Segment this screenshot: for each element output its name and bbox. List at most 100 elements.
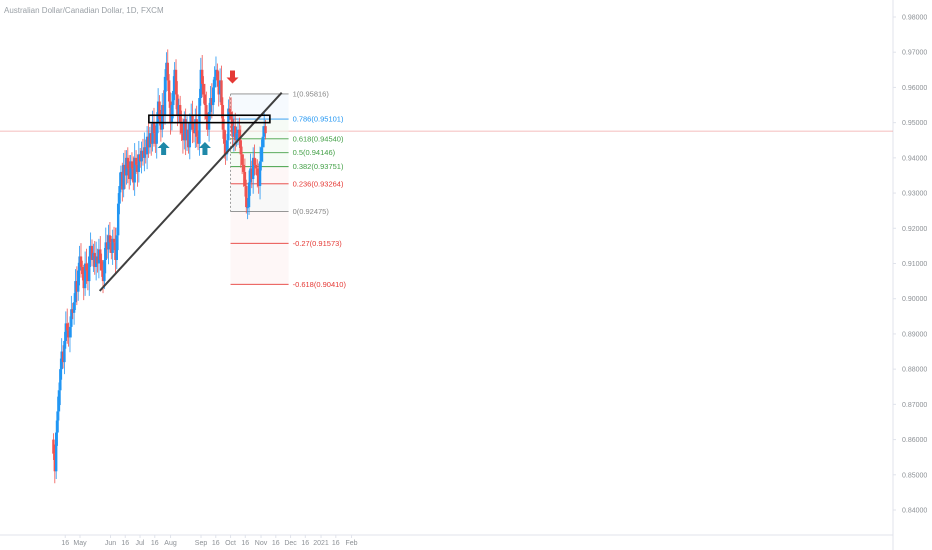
candle — [105, 234, 109, 259]
candle — [92, 243, 95, 272]
candle-body — [150, 133, 153, 144]
candle — [192, 121, 196, 143]
candle-body — [81, 267, 84, 275]
fib-level-label: 1(0.95816) — [293, 89, 330, 98]
candle-body — [78, 256, 81, 271]
candle — [64, 311, 68, 349]
price-axis[interactable]: 0.84000 0.85000 0.86000 0.87000 0.88000 0.890… — [893, 15, 927, 515]
candle-body — [258, 161, 262, 187]
candle-body — [77, 270, 80, 292]
candle-body — [83, 263, 87, 289]
candle-body — [174, 69, 178, 95]
candle-body — [104, 242, 107, 260]
price-tick-label: 0.87000 — [902, 402, 927, 409]
candle — [202, 76, 205, 104]
candle — [61, 345, 65, 369]
candle-body — [214, 69, 218, 77]
candle — [108, 221, 112, 253]
candle-body — [64, 323, 68, 341]
time-tick-label: Nov — [255, 540, 268, 547]
candle-body — [67, 330, 70, 338]
candle — [118, 172, 121, 215]
candle-body — [136, 164, 139, 172]
price-tick-label: 0.98000 — [902, 15, 927, 22]
candle — [100, 253, 103, 277]
candle — [165, 52, 168, 92]
candle-body — [161, 105, 164, 130]
candle-body — [90, 245, 94, 260]
candle — [74, 269, 77, 310]
drawings-layer[interactable] — [98, 70, 283, 292]
candle-body — [188, 122, 191, 148]
candle-body — [93, 252, 96, 268]
candle — [140, 141, 143, 174]
candle — [82, 264, 85, 301]
candle-body — [261, 136, 265, 148]
candle-body — [159, 119, 163, 130]
candle — [110, 236, 113, 260]
price-tick-label: 0.96000 — [902, 85, 927, 92]
candle-body — [176, 94, 179, 116]
candle-body — [108, 235, 112, 243]
candle — [127, 155, 131, 190]
candle-body — [177, 105, 180, 116]
candle — [147, 123, 150, 158]
candle — [188, 113, 191, 160]
candle — [123, 150, 127, 189]
candle-body — [221, 105, 225, 130]
candle — [177, 98, 180, 122]
candle-body — [181, 133, 185, 141]
candle — [70, 295, 73, 338]
candle-body — [206, 119, 209, 130]
candle — [170, 93, 174, 131]
candle-body — [70, 309, 73, 327]
candle — [137, 140, 141, 183]
candle — [145, 126, 149, 170]
arrow-down-icon[interactable] — [226, 70, 239, 84]
candle — [181, 118, 185, 154]
resistance-box[interactable] — [148, 114, 271, 124]
candle — [224, 130, 227, 165]
arrow-up-icon[interactable] — [157, 142, 170, 156]
candle — [134, 150, 138, 175]
time-tick-label: Sep — [195, 540, 208, 547]
candle — [242, 154, 245, 187]
candle-body — [133, 157, 136, 183]
candle-body — [158, 101, 161, 120]
candle — [172, 76, 175, 119]
time-tick-label: 16 — [301, 540, 309, 547]
candle-body — [100, 259, 103, 271]
candle-body — [195, 119, 198, 137]
candle-body — [253, 157, 256, 165]
candle — [115, 227, 118, 270]
candle-body — [130, 161, 134, 169]
time-tick-label: Aug — [164, 540, 177, 547]
candle — [68, 316, 72, 353]
candle — [83, 251, 87, 296]
candle — [72, 293, 76, 325]
arrow-up-icon[interactable] — [198, 142, 211, 156]
candle — [243, 158, 247, 197]
candle — [63, 331, 66, 375]
candle — [86, 262, 90, 291]
trendline[interactable] — [98, 92, 283, 292]
candle-body — [155, 122, 158, 144]
candle-body — [198, 97, 201, 144]
candle-body — [143, 147, 146, 158]
candle-body — [231, 119, 234, 137]
time-axis[interactable]: 16 May Jun 16 Jul 16 Aug Sep 16 Oct 16 Nov 16 Dec 16 20… — [61, 535, 358, 547]
candle-body — [232, 126, 236, 137]
candle — [78, 245, 81, 286]
candle-body — [59, 369, 62, 391]
candle-body — [167, 80, 171, 102]
candle-body — [172, 90, 175, 106]
candle — [253, 144, 256, 176]
candle — [183, 111, 186, 150]
candle — [217, 71, 220, 107]
candle — [239, 125, 242, 168]
candle-body — [79, 256, 83, 268]
candle — [214, 56, 218, 88]
candle-body — [196, 136, 200, 144]
